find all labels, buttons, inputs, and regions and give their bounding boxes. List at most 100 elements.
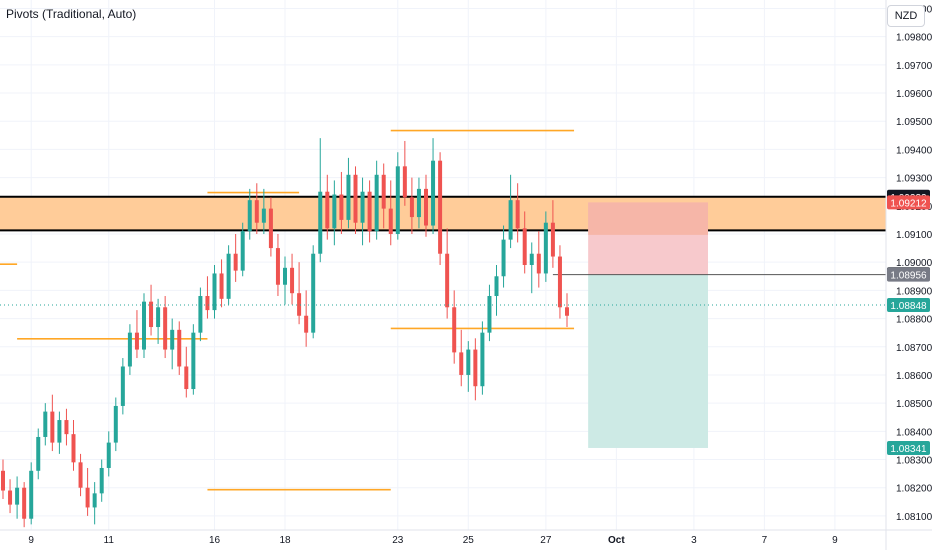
candle-body (487, 296, 492, 333)
take-profit-area (588, 274, 708, 448)
price-label-box (887, 267, 930, 282)
price-label-box (887, 298, 930, 313)
grid (0, 0, 886, 530)
candle-body (233, 253, 238, 271)
candle-body (409, 197, 414, 218)
candle-body (219, 273, 224, 299)
candle-body (550, 222, 555, 257)
price-label-box (887, 195, 930, 210)
candle-body (22, 487, 27, 519)
candle-body (184, 366, 189, 390)
candle-body (395, 166, 400, 234)
x-tick-label: 11 (104, 535, 115, 546)
candle-body (163, 307, 168, 350)
candle-body (459, 352, 464, 375)
candle-body (466, 349, 471, 375)
candle-body (134, 332, 139, 350)
y-tick-label: 1.08200 (896, 484, 932, 495)
candle-body (1, 470, 5, 491)
candle-body (332, 194, 337, 229)
y-tick-label: 1.09600 (896, 89, 932, 100)
candle-body (36, 436, 41, 471)
candle-body (57, 420, 62, 443)
candle-body (268, 208, 273, 249)
candle-body (290, 267, 295, 294)
candle-body (304, 315, 309, 333)
candle-body (438, 160, 443, 254)
y-tick-label: 1.09500 (896, 117, 932, 128)
candle-body (99, 467, 104, 494)
candle-body (402, 166, 407, 198)
candle-body (85, 487, 90, 508)
candle-body (170, 329, 175, 350)
candle-body (283, 267, 287, 285)
candle-body (113, 405, 118, 443)
x-tick-label: Oct (608, 535, 625, 546)
y-tick-label: 1.08600 (896, 371, 932, 382)
candle-body (275, 248, 280, 285)
candle-body (431, 160, 436, 226)
candle-body (508, 200, 513, 240)
x-tick-label: 16 (209, 535, 221, 546)
y-tick-label: 1.09100 (896, 230, 932, 241)
candle-body (565, 307, 569, 316)
candle-body (8, 490, 13, 505)
x-tick-label: 25 (463, 535, 475, 546)
y-tick-label: 1.08400 (896, 427, 932, 438)
candle-body (557, 256, 562, 308)
candle-body (529, 253, 534, 265)
candle-body (452, 307, 457, 353)
x-tick-label: 23 (392, 535, 404, 546)
y-tick-label: 1.08300 (896, 456, 932, 467)
candle-body (480, 332, 485, 387)
price-label-text: 1.08848 (890, 301, 927, 312)
y-tick-label: 1.08100 (896, 512, 932, 523)
candle-body (381, 174, 386, 209)
y-tick-label: 1.09700 (896, 61, 932, 72)
candle-body (325, 191, 330, 229)
candle-body (353, 174, 358, 223)
candle-body (29, 470, 34, 519)
short-position-tool[interactable] (552, 202, 886, 448)
candle-body (374, 174, 379, 232)
candle-body (64, 420, 69, 435)
candle-body (543, 222, 548, 274)
candle-body (297, 293, 302, 316)
candle-body (261, 208, 266, 223)
price-label-text: 1.08956 (890, 271, 927, 282)
y-tick-label: 1.08500 (896, 399, 932, 410)
stop-loss-area-top (588, 202, 708, 235)
candle-body (473, 349, 478, 387)
y-tick-label: 1.09000 (896, 258, 932, 269)
candle-body (198, 296, 203, 333)
candle-body (339, 194, 344, 220)
pivot-levels (0, 129, 575, 491)
candle-body (522, 228, 527, 265)
candle-body (142, 301, 146, 350)
x-tick-label: 18 (279, 535, 291, 546)
candle-body (367, 191, 372, 232)
candle-body (318, 191, 323, 254)
candle-body (106, 442, 111, 468)
candle-body (515, 200, 520, 229)
resistance-zone (0, 195, 886, 232)
candle-body (149, 301, 154, 328)
candle-body (127, 332, 132, 367)
currency-button[interactable]: NZD (887, 5, 925, 27)
indicator-title[interactable]: Pivots (Traditional, Auto) (6, 7, 137, 21)
x-tick-label: 7 (762, 535, 768, 546)
candle-body (424, 188, 428, 226)
candle-body (226, 253, 231, 299)
candle-body (311, 253, 316, 333)
y-tick-label: 1.08700 (896, 343, 932, 354)
candle-body (15, 487, 20, 505)
candle-body (346, 174, 351, 220)
y-tick-label: 1.09400 (896, 145, 932, 156)
candle-body (78, 462, 83, 488)
candle-body (92, 493, 97, 508)
candle-body (494, 276, 499, 297)
y-tick-label: 1.08900 (896, 286, 932, 297)
y-tick-label: 1.08800 (896, 315, 932, 326)
